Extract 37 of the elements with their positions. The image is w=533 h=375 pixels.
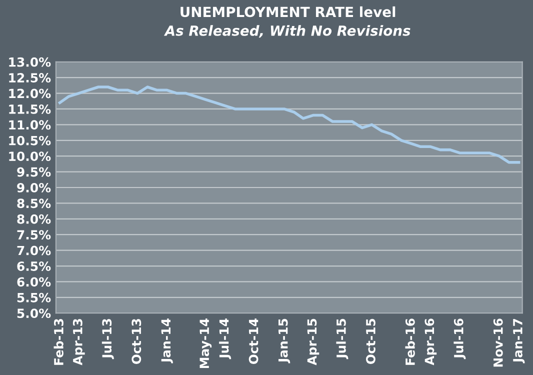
y-tick-label: 6.5% bbox=[17, 261, 51, 271]
y-tick-label: 10.0% bbox=[9, 152, 51, 162]
x-tick-label: Feb-13 bbox=[54, 318, 64, 365]
x-tick-label: Jul-15 bbox=[336, 318, 348, 360]
y-tick-label: 8.5% bbox=[17, 198, 51, 208]
y-tick-label: 8.0% bbox=[17, 214, 51, 224]
x-tick-label: Jul-16 bbox=[454, 318, 466, 360]
y-tick-label: 7.0% bbox=[17, 246, 51, 256]
y-tick-label: 7.5% bbox=[17, 230, 51, 240]
y-tick-label: 12.5% bbox=[9, 73, 51, 83]
y-tick-label: 11.5% bbox=[9, 104, 51, 114]
x-tick-label: Apr-16 bbox=[424, 318, 437, 366]
x-tick-label: Jan-15 bbox=[278, 318, 290, 364]
x-tick-label: Nov-16 bbox=[493, 318, 503, 367]
y-tick-label: 11.0% bbox=[9, 120, 51, 130]
x-tick-label: Feb-16 bbox=[405, 318, 415, 365]
x-tick-label: Jul-13 bbox=[102, 318, 114, 360]
y-tick-label: 9.5% bbox=[17, 167, 51, 177]
y-tick-label: 6.0% bbox=[17, 277, 51, 287]
y-tick-label: 5.0% bbox=[17, 308, 51, 318]
x-tick-label: Apr-15 bbox=[307, 318, 320, 366]
chart-title: UNEMPLOYMENT RATE level bbox=[180, 6, 396, 18]
x-tick-label: Jan-14 bbox=[161, 318, 173, 364]
line-series bbox=[58, 86, 520, 164]
y-tick-label: 13.0% bbox=[9, 57, 51, 67]
x-tick-label: Oct-15 bbox=[366, 318, 376, 364]
y-tick-label: 9.0% bbox=[17, 182, 51, 192]
y-tick-label: 5.5% bbox=[17, 292, 51, 302]
x-tick-label: Oct-14 bbox=[248, 318, 258, 364]
x-tick-label: Jan-17 bbox=[513, 318, 525, 364]
x-tick-label: May-14 bbox=[200, 318, 212, 368]
chart-subtitle: As Released, With No Revisions bbox=[164, 25, 410, 38]
x-tick-label: Oct-13 bbox=[132, 318, 142, 364]
x-tick-label: Apr-13 bbox=[72, 318, 85, 366]
y-tick-label: 12.0% bbox=[9, 88, 51, 98]
x-tick-label: Jul-14 bbox=[219, 318, 232, 360]
y-tick-label: 10.5% bbox=[9, 136, 51, 146]
